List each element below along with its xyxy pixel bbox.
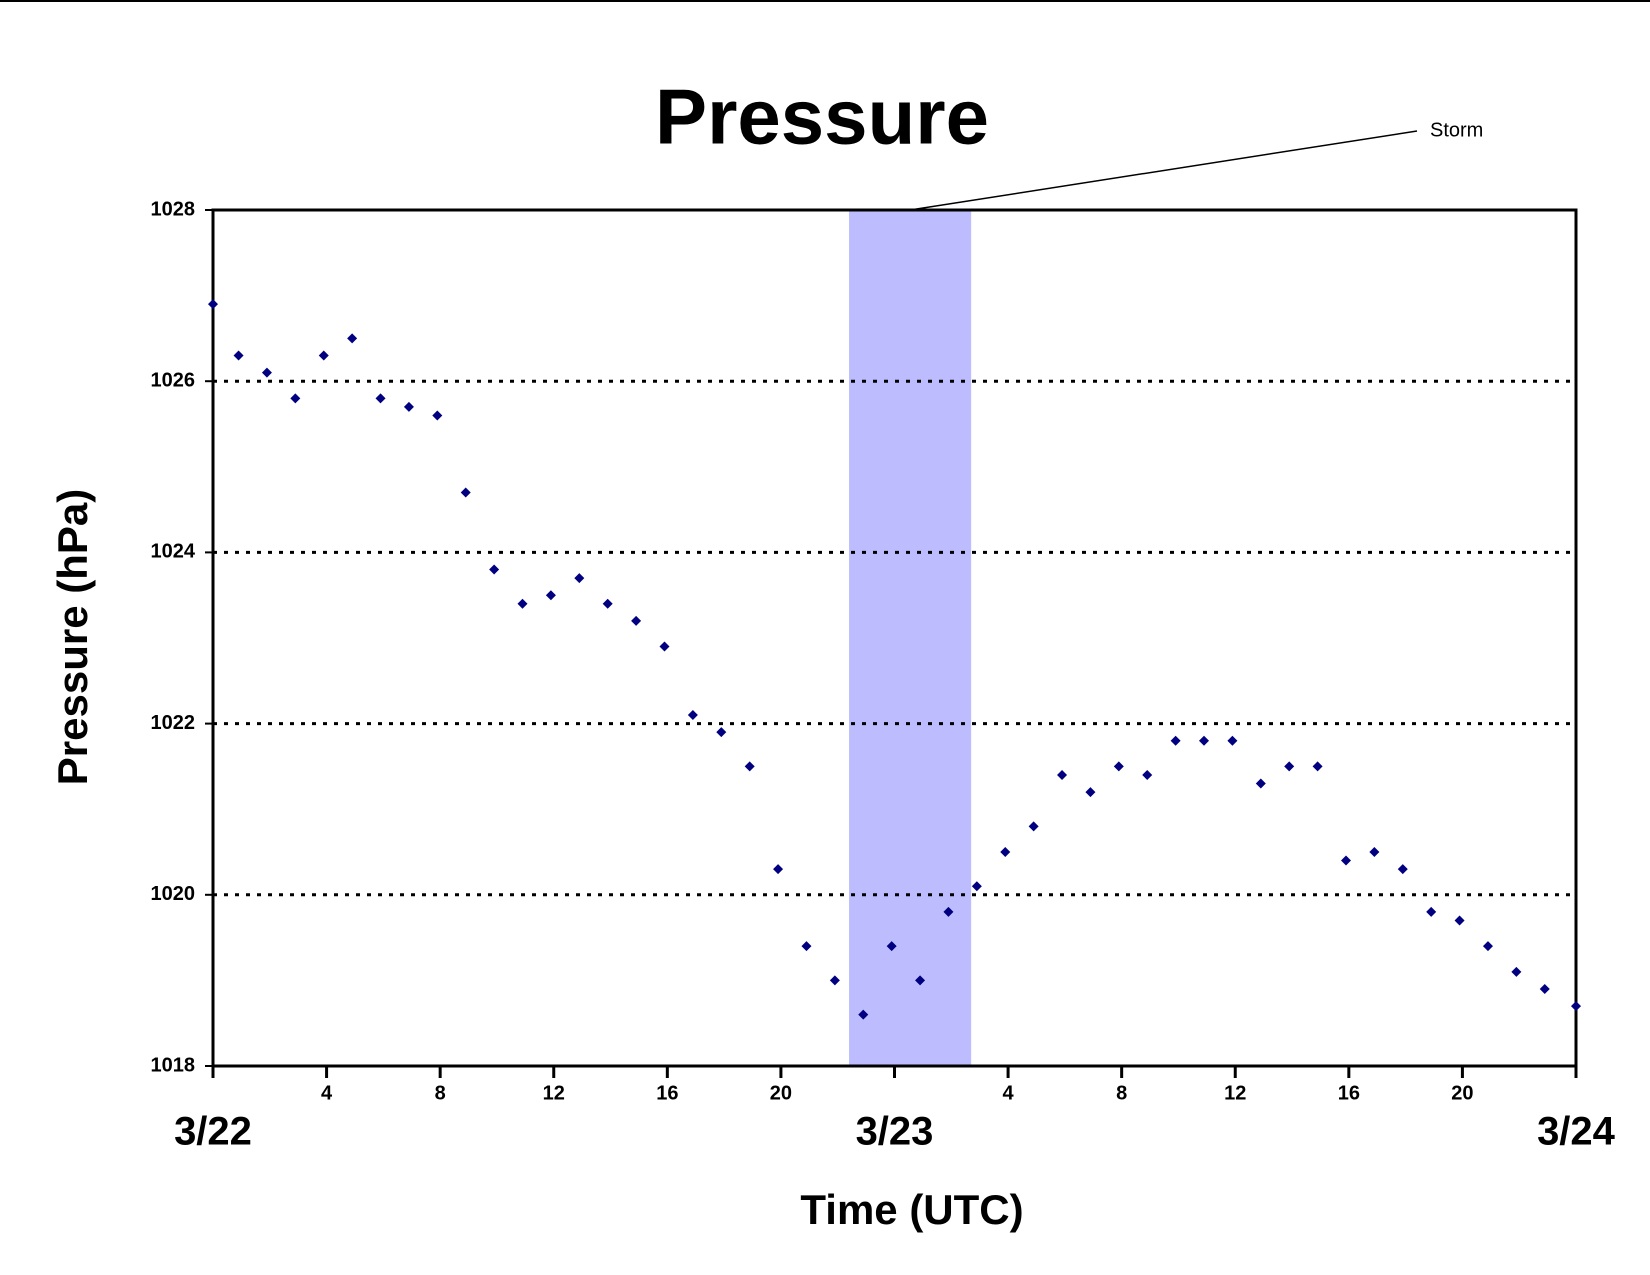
chart-title: Pressure	[655, 73, 989, 161]
annotation: Storm	[1430, 119, 1483, 141]
x-tick-label: 12	[1224, 1082, 1246, 1104]
data-point	[1426, 906, 1437, 917]
data-point	[943, 906, 954, 917]
data-point	[208, 299, 218, 310]
data-point	[829, 975, 840, 986]
y-axis-label: Pressure (hPa)	[49, 489, 96, 785]
data-point	[290, 393, 301, 404]
y-tick-label: 1024	[151, 541, 196, 563]
data-point	[1454, 915, 1465, 926]
data-point	[971, 881, 982, 892]
data-point	[631, 615, 642, 626]
y-tick-label: 1018	[151, 1054, 196, 1076]
data-point	[403, 401, 414, 412]
x-tick-label: 4	[1003, 1082, 1015, 1104]
data-point	[1511, 966, 1522, 977]
data-point	[1142, 769, 1153, 780]
x-tick-label: 16	[656, 1082, 678, 1104]
data-point	[687, 710, 698, 721]
x-axis-label: Time (UTC)	[800, 1186, 1023, 1233]
data-point	[318, 350, 329, 361]
y-tick-label: 1026	[151, 369, 196, 391]
data-point	[1369, 847, 1380, 857]
data-point	[602, 598, 613, 609]
data-point	[915, 975, 926, 986]
data-point	[1199, 735, 1210, 746]
data-point	[1113, 761, 1124, 772]
data-point	[1057, 769, 1068, 780]
data-point	[1340, 855, 1351, 866]
data-point	[460, 487, 471, 498]
data-point	[744, 761, 755, 772]
x-tick-label: 12	[543, 1082, 565, 1104]
y-tick-label: 1022	[151, 712, 196, 734]
data-point	[1000, 847, 1011, 857]
data-point	[1571, 1001, 1581, 1012]
x-tick-label: 20	[1451, 1082, 1473, 1104]
x-date-label: 3/23	[856, 1110, 934, 1154]
data-point	[375, 393, 386, 404]
data-point	[261, 367, 272, 378]
x-tick-label: 16	[1338, 1082, 1360, 1104]
data-point	[1482, 941, 1493, 952]
x-tick-label: 8	[1116, 1082, 1127, 1104]
data-point	[545, 590, 556, 601]
data-point	[773, 864, 784, 875]
data-point	[574, 573, 585, 584]
x-tick-label: 20	[770, 1082, 792, 1104]
data-point	[1170, 735, 1181, 746]
data-point	[659, 641, 670, 652]
data-point	[1255, 778, 1266, 789]
data-point	[489, 564, 500, 575]
data-point	[1312, 761, 1323, 772]
plot-frame	[211, 208, 1578, 1068]
data-point	[1085, 787, 1096, 798]
data-point	[1397, 864, 1408, 875]
data-point	[1227, 735, 1238, 746]
x-date-label: 3/22	[174, 1110, 252, 1154]
data-point	[1284, 761, 1295, 772]
data-point	[347, 333, 358, 344]
y-tick-label: 1020	[151, 883, 196, 905]
data-point	[886, 941, 897, 952]
data-point	[517, 598, 528, 609]
data-point	[233, 350, 244, 361]
data-point	[1539, 983, 1550, 994]
data-point	[801, 941, 812, 952]
y-tick-label: 1028	[151, 198, 196, 220]
data-point	[858, 1009, 869, 1020]
annotation-leader	[910, 130, 1418, 211]
storm-band	[849, 210, 972, 1066]
x-date-label: 3/24	[1537, 1110, 1616, 1154]
data-point	[716, 727, 727, 738]
x-tick-label: 4	[321, 1082, 333, 1104]
data-point	[432, 410, 443, 421]
data-point	[1028, 821, 1039, 832]
x-tick-label: 8	[435, 1082, 446, 1104]
